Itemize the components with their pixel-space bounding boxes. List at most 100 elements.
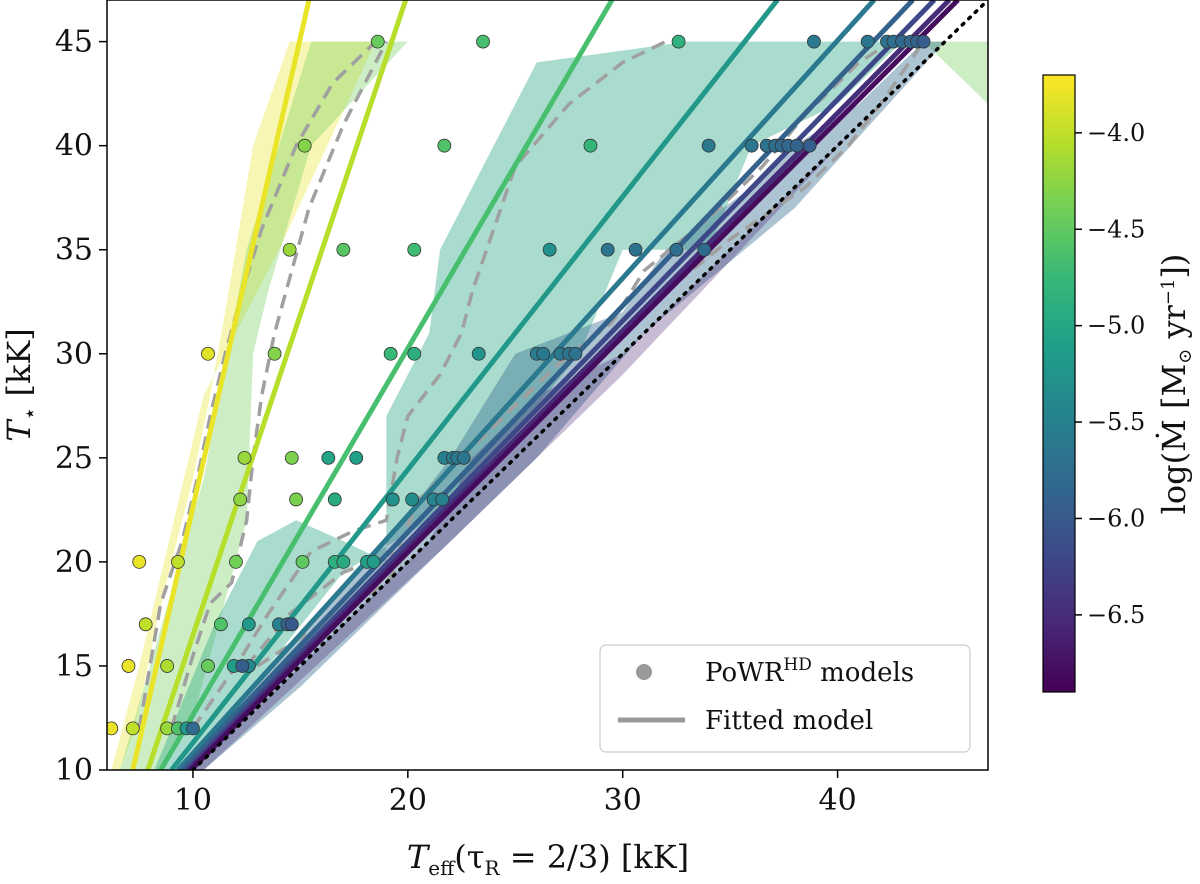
- data-point-0: [107, 721, 119, 736]
- fitted-line-0: [130, 0, 312, 770]
- data-point-22: [336, 242, 351, 257]
- data-point-56: [568, 346, 583, 361]
- legend-label-fit: Fitted model: [705, 706, 873, 736]
- colorbar-tick-label: −4.5: [1087, 215, 1145, 243]
- y-tick-label: 40: [55, 129, 93, 164]
- x-tick-label: 10: [174, 783, 212, 818]
- data-point-43: [405, 492, 420, 507]
- data-point-25: [476, 34, 490, 49]
- contour-2: [191, 40, 667, 730]
- data-point-24: [407, 242, 422, 257]
- x-tick-label: 20: [389, 783, 427, 818]
- data-point-76: [916, 34, 931, 49]
- x-axis-title: Teff(τR = 2/3) [kK]: [407, 838, 689, 880]
- region-0: [111, 41, 376, 770]
- colorbar-label: log(Ṁ [M⊙ yr−1]): [1155, 254, 1196, 515]
- data-point-31: [321, 450, 336, 465]
- legend-box: [599, 644, 971, 753]
- data-point-38: [583, 138, 598, 153]
- x-tick-label: 40: [818, 783, 856, 818]
- colorbar-tick-label: −5.5: [1087, 408, 1145, 436]
- fitted-line-3: [169, 0, 780, 770]
- fitted-line-1: [145, 0, 409, 770]
- fitted-line-2: [158, 0, 615, 770]
- data-point-27: [407, 346, 422, 361]
- data-point-36: [241, 617, 256, 632]
- data-point-30: [327, 492, 342, 507]
- data-point-40: [471, 346, 486, 361]
- data-point-39: [671, 34, 686, 49]
- points-layer: [107, 34, 931, 736]
- data-point-60: [697, 242, 712, 257]
- data-point-21: [295, 554, 310, 569]
- y-axis: 10 15 20 25 30 35 40 45: [55, 25, 107, 788]
- colorbar: −4.0 −4.5 −5.0 −5.5 −6.0 −6.5 log(Ṁ [M⊙ yr−1]…: [1042, 74, 1196, 693]
- colorbar-tick-label: −6.0: [1087, 504, 1145, 532]
- data-point-70: [860, 34, 875, 49]
- y-tick-label: 20: [55, 545, 93, 580]
- data-point-79: [284, 617, 299, 632]
- data-point-10: [233, 492, 248, 507]
- data-point-9: [237, 450, 252, 465]
- colorbar-ticks: −4.0 −4.5 −5.0 −5.5 −6.0 −6.5: [1075, 119, 1145, 629]
- data-point-42: [385, 492, 400, 507]
- y-axis-title: T⋆ [kK]: [0, 328, 43, 442]
- data-point-34: [366, 554, 381, 569]
- legend-label-models: PoWRHD models: [705, 655, 914, 688]
- y-tick-label: 45: [55, 25, 93, 60]
- data-point-1: [121, 659, 136, 673]
- data-point-20: [370, 34, 385, 49]
- data-point-23: [437, 138, 452, 153]
- y-tick-label: 25: [55, 441, 93, 476]
- data-point-5: [138, 617, 153, 632]
- data-point-18: [213, 617, 228, 632]
- x-tick-label: 30: [604, 783, 642, 818]
- y-tick-label: 35: [55, 233, 93, 268]
- data-point-7: [160, 659, 175, 673]
- colorbar-tick-label: −4.0: [1087, 119, 1145, 147]
- data-point-16: [229, 554, 243, 569]
- data-point-62: [744, 138, 759, 153]
- contour-0: [137, 40, 377, 729]
- fitted-lines-layer: [130, 0, 960, 770]
- data-point-12: [297, 138, 312, 153]
- y-tick-label: 30: [55, 337, 93, 372]
- data-point-2: [132, 554, 147, 569]
- colorbar-tick-label: −5.0: [1087, 312, 1145, 340]
- data-point-6: [171, 554, 185, 569]
- data-point-58: [628, 242, 643, 257]
- y-tick-label: 10: [55, 753, 93, 788]
- data-point-49: [456, 450, 471, 465]
- y-tick-label: 15: [55, 649, 93, 684]
- data-point-29: [336, 554, 351, 569]
- x-axis: 10 20 30 40: [174, 770, 857, 818]
- data-point-59: [669, 242, 684, 257]
- data-point-68: [802, 138, 817, 153]
- data-point-80: [235, 659, 250, 673]
- fitted-line-4: [176, 0, 876, 770]
- data-point-4: [125, 721, 140, 736]
- colorbar-tick-label: −6.5: [1087, 601, 1145, 629]
- data-point-69: [807, 34, 821, 49]
- legend: PoWRHD models Fitted model: [599, 644, 971, 753]
- fitted-line-8: [189, 0, 960, 770]
- colorbar-gradient: [1042, 74, 1076, 693]
- data-point-41: [542, 242, 557, 257]
- fitted-line-5: [180, 0, 915, 770]
- data-point-45: [435, 492, 450, 507]
- data-point-53: [536, 346, 551, 361]
- data-point-32: [349, 450, 364, 465]
- data-point-67: [789, 138, 804, 153]
- data-point-26: [383, 346, 398, 361]
- data-point-77: [186, 721, 200, 736]
- data-point-13: [267, 346, 282, 361]
- data-point-3: [201, 346, 215, 361]
- legend-marker-models: [636, 664, 652, 680]
- data-point-61: [701, 138, 716, 153]
- plot-frame: [106, 0, 989, 771]
- plot-area: [107, 0, 988, 770]
- data-point-17: [201, 659, 215, 673]
- fitted-line-6: [184, 0, 937, 770]
- data-point-14: [284, 450, 299, 465]
